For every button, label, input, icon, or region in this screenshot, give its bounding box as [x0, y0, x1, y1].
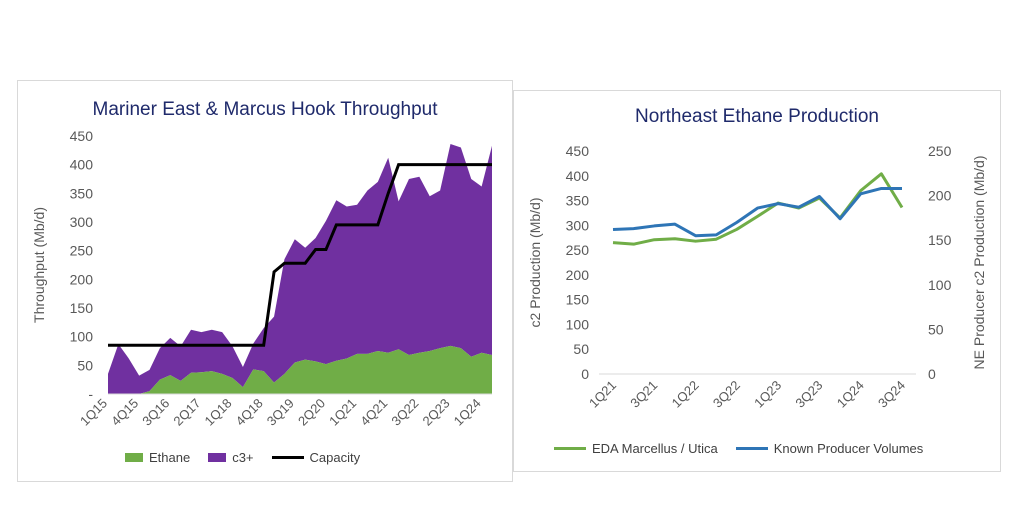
- x-tick-label: 3Q22: [388, 396, 421, 429]
- x-tick-label: 3Q24: [875, 378, 908, 411]
- x-tick-label: 1Q18: [202, 396, 235, 429]
- x-tick-label: 1Q22: [669, 378, 702, 411]
- y-tick-label: 200: [70, 271, 94, 287]
- y2-tick-label: 0: [928, 366, 936, 382]
- legend-label: EDA Marcellus / Utica: [592, 441, 718, 456]
- ethane-production-chart: 0 50 100 150 200 250 300 350 400 450 0 50 100 150 200 2…: [527, 143, 987, 411]
- legend-label: Ethane: [149, 450, 191, 465]
- x-tick-label: 1Q15: [77, 396, 110, 429]
- eda-swatch: [554, 447, 586, 450]
- y-tick-label: 300: [566, 217, 590, 233]
- y-axis-label: Throughput (Mb/d): [31, 207, 47, 323]
- legend-item-capacity: Capacity: [271, 450, 361, 465]
- x-tick-label: 1Q24: [451, 396, 484, 429]
- ethane-area: [108, 345, 492, 394]
- y-tick-label: 450: [566, 143, 590, 159]
- legend-label: Capacity: [309, 450, 361, 465]
- y-tick-label: 450: [70, 128, 94, 144]
- chart-title: Mariner East & Marcus Hook Throughput: [92, 99, 438, 120]
- y-tick-label: 50: [573, 341, 589, 357]
- y-tick-label: 350: [566, 193, 590, 209]
- y-tick-label: 200: [566, 267, 590, 283]
- x-tick-label: 2Q17: [170, 396, 203, 429]
- ethane-production-chart-panel: Northeast Ethane Production 0 50 100 150 200…: [513, 90, 1001, 472]
- x-tick-label: 3Q21: [627, 378, 660, 411]
- y-tick-label: 400: [70, 157, 94, 173]
- y2-tick-label: 100: [928, 277, 952, 293]
- x-tick-label: 1Q24: [834, 378, 867, 411]
- throughput-chart-panel: Mariner East & Marcus Hook Throughput - 5…: [17, 80, 513, 482]
- production-legend: EDA Marcellus / Utica Known Producer Vol…: [554, 441, 923, 456]
- legend-label: Known Producer Volumes: [773, 441, 924, 456]
- ethane-swatch: [125, 453, 143, 462]
- y2-tick-label: 50: [928, 321, 944, 337]
- y-tick-label: 150: [566, 292, 590, 308]
- known-producer-swatch: [735, 447, 768, 450]
- known-producer-volumes-line: [612, 186, 902, 238]
- x-tick-label: 4Q18: [233, 396, 266, 429]
- y-tick-label: -: [88, 386, 93, 402]
- c3plus-swatch: [208, 453, 227, 462]
- x-tick-label: 3Q16: [139, 396, 172, 429]
- capacity-line: [108, 163, 492, 347]
- y-tick-label: 400: [566, 168, 590, 184]
- x-tick-label: 3Q19: [264, 396, 297, 429]
- x-tick-label: 4Q21: [357, 396, 390, 429]
- x-tick-label: 4Q15: [108, 396, 141, 429]
- throughput-legend: Ethane c3+ Capacity: [125, 450, 360, 465]
- x-tick-label: 3Q23: [792, 378, 825, 411]
- legend-item-known-producer: Known Producer Volumes: [735, 441, 924, 456]
- legend-label: c3+: [232, 450, 254, 465]
- y2-tick-label: 150: [928, 232, 952, 248]
- x-tick-label: 1Q21: [326, 396, 359, 429]
- y-tick-label: 100: [70, 329, 94, 345]
- y-tick-label: 100: [566, 316, 590, 332]
- legend-item-c3plus: c3+: [208, 450, 254, 465]
- x-tick-label: 1Q23: [751, 378, 784, 411]
- y2-axis-label: NE Producer c2 Production (Mb/d): [971, 156, 987, 370]
- c3plus-area: [108, 144, 492, 394]
- y-tick-label: 300: [70, 214, 94, 230]
- chart-title: Northeast Ethane Production: [635, 106, 879, 127]
- capacity-swatch: [271, 456, 304, 459]
- y-tick-label: 250: [566, 242, 590, 258]
- y-tick-label: 350: [70, 185, 94, 201]
- y-axis-label: c2 Production (Mb/d): [527, 198, 543, 328]
- x-tick-label: 1Q21: [586, 378, 619, 411]
- throughput-chart: - 50 100 150 200 250 300 350 400 450 Throughput (M…: [31, 128, 492, 429]
- y-tick-label: 250: [70, 243, 94, 259]
- x-tick-label: 2Q23: [420, 396, 453, 429]
- y2-tick-label: 200: [928, 188, 952, 204]
- x-tick-label: 3Q22: [710, 378, 743, 411]
- y2-tick-label: 250: [928, 143, 952, 159]
- y-tick-label: 50: [77, 357, 93, 373]
- legend-item-ethane: Ethane: [125, 450, 190, 465]
- y-tick-label: 150: [70, 300, 94, 316]
- legend-item-eda: EDA Marcellus / Utica: [554, 441, 718, 456]
- eda-marcellus-utica-line: [612, 172, 904, 246]
- x-tick-label: 2Q20: [295, 396, 328, 429]
- y-tick-label: 0: [581, 366, 589, 382]
